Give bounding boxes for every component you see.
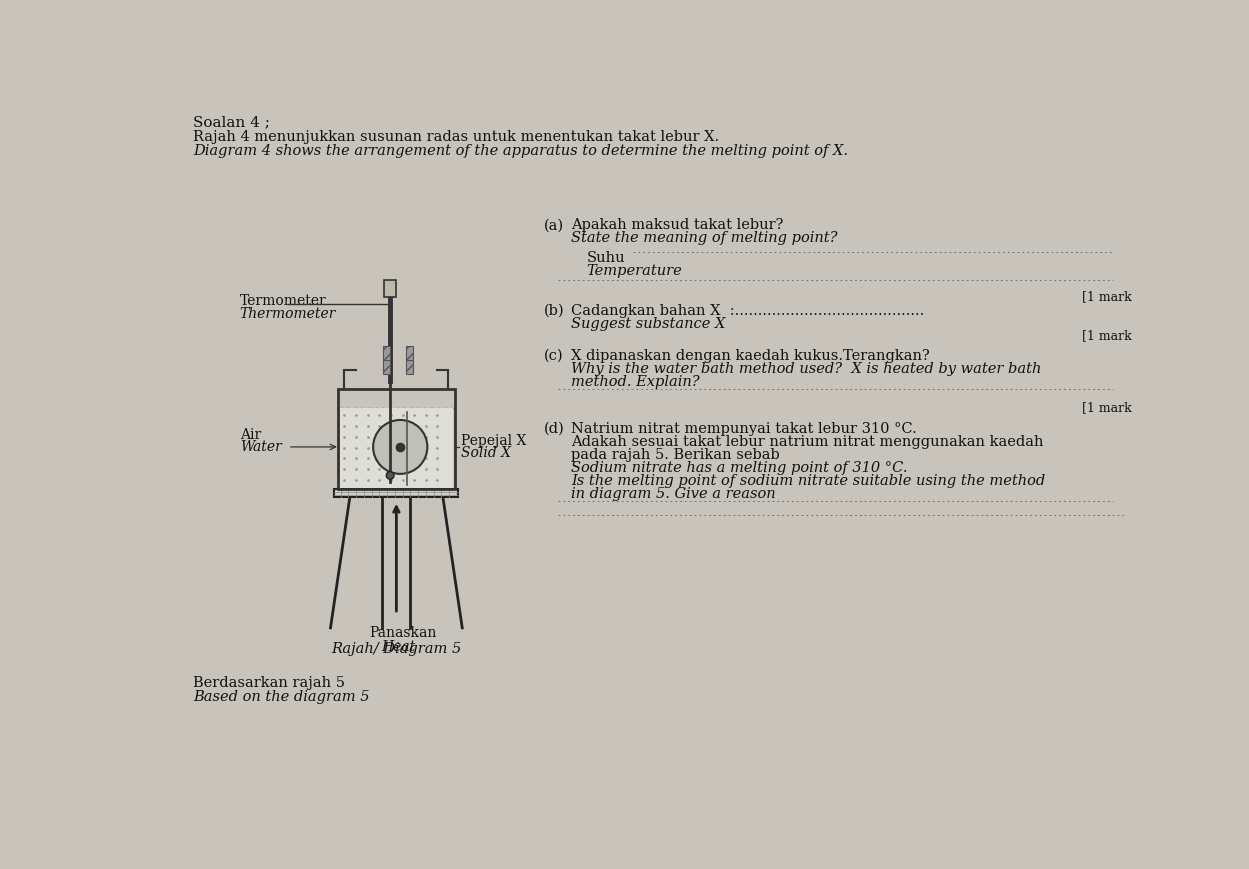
Text: Rajah 4 menunjukkan susunan radas untuk menentukan takat lebur X.: Rajah 4 menunjukkan susunan radas untuk … — [194, 129, 719, 143]
Circle shape — [386, 472, 393, 480]
Text: (b): (b) — [543, 303, 565, 318]
Bar — [406, 346, 412, 360]
Text: [1 mark: [1 mark — [1082, 401, 1132, 415]
Text: Apakah maksud takat lebur?: Apakah maksud takat lebur? — [571, 218, 783, 232]
Text: [1 mark: [1 mark — [1082, 290, 1132, 303]
Text: Berdasarkan rajah 5: Berdasarkan rajah 5 — [194, 676, 345, 690]
Text: Suggest substance X: Suggest substance X — [571, 317, 726, 331]
Text: pada rajah 5. Berikan sebab: pada rajah 5. Berikan sebab — [571, 448, 779, 461]
Text: (d): (d) — [543, 421, 565, 435]
Text: Sodium nitrate has a melting point of 310 °C.: Sodium nitrate has a melting point of 31… — [571, 461, 907, 474]
Text: (c): (c) — [543, 349, 563, 363]
Text: Temperature: Temperature — [586, 263, 682, 278]
Text: Panaskan: Panaskan — [370, 627, 437, 640]
Text: Water: Water — [240, 440, 281, 454]
Text: Rajah/ Diagram 5: Rajah/ Diagram 5 — [331, 641, 461, 656]
Bar — [383, 360, 390, 374]
Text: State the meaning of melting point?: State the meaning of melting point? — [571, 231, 837, 245]
Text: Adakah sesuai takat lebur natrium nitrat menggunakan kaedah: Adakah sesuai takat lebur natrium nitrat… — [571, 434, 1043, 448]
Text: Cadangkan bahan X  :.........................................: Cadangkan bahan X :.....................… — [571, 303, 924, 318]
Text: [1 mark: [1 mark — [1082, 329, 1132, 342]
Text: Thermometer: Thermometer — [240, 307, 336, 321]
Text: Heat: Heat — [381, 640, 415, 654]
Text: Based on the diagram 5: Based on the diagram 5 — [194, 690, 370, 704]
Text: Air: Air — [240, 428, 261, 441]
Text: Termometer: Termometer — [240, 294, 326, 308]
Circle shape — [373, 420, 427, 474]
Bar — [406, 360, 412, 374]
Text: Diagram 4 shows the arrangement of the apparatus to determine the melting point : Diagram 4 shows the arrangement of the a… — [194, 143, 848, 157]
Text: X dipanaskan dengan kaedah kukus.Terangkan?: X dipanaskan dengan kaedah kukus.Terangk… — [571, 349, 929, 363]
Text: Why is the water bath method used?  X is heated by water bath: Why is the water bath method used? X is … — [571, 362, 1042, 376]
Text: Natrium nitrat mempunyai takat lebur 310 °C.: Natrium nitrat mempunyai takat lebur 310… — [571, 421, 917, 435]
Text: Solid X: Solid X — [461, 446, 511, 460]
Text: Pepejal X: Pepejal X — [461, 434, 526, 448]
Bar — [335, 489, 458, 497]
Text: in diagram 5. Give a reason: in diagram 5. Give a reason — [571, 487, 776, 501]
Bar — [383, 280, 396, 297]
Text: Soalan 4 ;: Soalan 4 ; — [194, 115, 270, 129]
Bar — [338, 389, 455, 489]
Bar — [383, 346, 390, 360]
Text: Suhu: Suhu — [586, 250, 624, 264]
Text: method. Explain?: method. Explain? — [571, 375, 699, 389]
Bar — [340, 408, 453, 488]
Text: (a): (a) — [543, 218, 563, 232]
Text: Is the melting point of sodium nitrate suitable using the method: Is the melting point of sodium nitrate s… — [571, 474, 1045, 488]
